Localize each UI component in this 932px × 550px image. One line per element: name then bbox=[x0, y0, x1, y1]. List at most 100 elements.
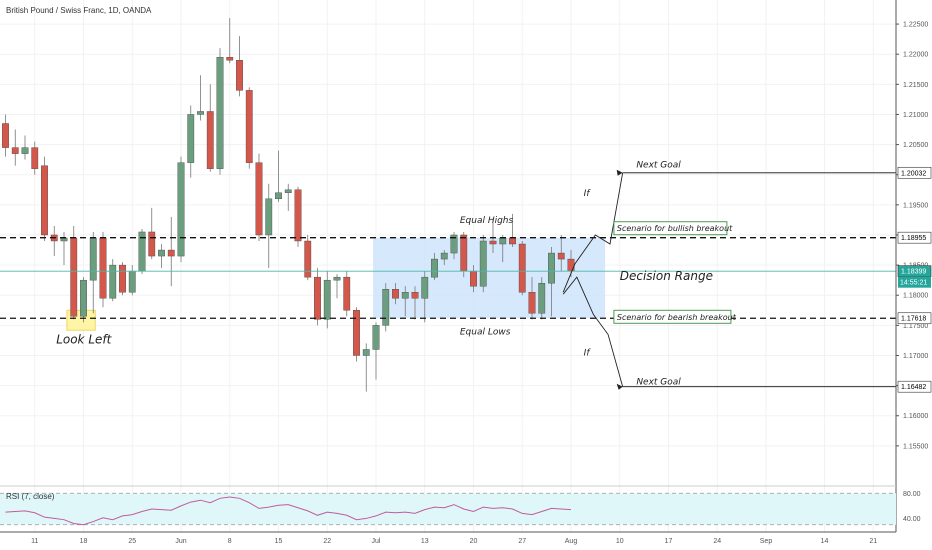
candle-body bbox=[557, 252, 565, 260]
target-up-tag bbox=[897, 166, 932, 179]
range-bottom-tag-label: 1.17618 bbox=[901, 316, 926, 323]
candle-body bbox=[411, 292, 419, 299]
target-down-tag-label: 1.16482 bbox=[901, 384, 926, 391]
candle-body bbox=[362, 349, 370, 356]
time-tick-label: 27 bbox=[518, 538, 526, 545]
candle-body bbox=[128, 270, 136, 293]
countdown-tag bbox=[898, 276, 931, 288]
candle-body bbox=[236, 60, 243, 91]
candle-body bbox=[11, 147, 19, 154]
time-axis[interactable]: 11 18 25 Jun 8 15 22 Jul 13 20 27 Aug 10 17 24 Sep 14 21 bbox=[0, 531, 896, 545]
target-up-tag-label: 1.20032 bbox=[901, 170, 926, 177]
decision-range-label: Decision Range bbox=[620, 269, 713, 283]
candle-body bbox=[275, 192, 282, 200]
candle-body bbox=[382, 289, 390, 326]
candle-body bbox=[294, 189, 302, 242]
candle-body bbox=[187, 114, 195, 163]
range-top-tag bbox=[897, 231, 932, 244]
candle-body bbox=[197, 111, 204, 115]
candle-body bbox=[99, 237, 107, 299]
time-tick-label: 17 bbox=[665, 538, 673, 545]
candle-body bbox=[538, 282, 546, 314]
rsi-pane: 80.00 40.00 bbox=[0, 485, 921, 526]
candle-body bbox=[518, 243, 526, 293]
price-tick-label: 1.22500 bbox=[903, 22, 928, 29]
price-tick-label: 1.20500 bbox=[903, 142, 928, 149]
candle-body bbox=[421, 276, 429, 299]
candle-body bbox=[21, 147, 29, 154]
look-left-label: Look Left bbox=[56, 332, 112, 346]
equal-highs-label: Equal Highs bbox=[460, 216, 514, 226]
candle-body bbox=[489, 240, 497, 245]
bullish-arrow-head bbox=[616, 169, 623, 176]
candle-body bbox=[89, 237, 97, 281]
candle-body bbox=[323, 279, 331, 320]
candle-body bbox=[499, 237, 507, 245]
candle-body bbox=[528, 292, 536, 314]
candle-body bbox=[284, 189, 292, 193]
price-tick-label: 1.21500 bbox=[903, 82, 928, 89]
candle-body bbox=[314, 276, 321, 320]
candle-body bbox=[431, 258, 438, 278]
time-tick-label: 25 bbox=[128, 538, 136, 545]
price-tick-label: 1.17500 bbox=[903, 323, 928, 330]
bullish-scenario-label: Scenario for bullish breakout bbox=[617, 224, 733, 233]
candle-body bbox=[70, 237, 78, 317]
time-tick-label: Aug bbox=[565, 538, 578, 545]
time-tick-label: 10 bbox=[616, 538, 624, 545]
candle-body bbox=[167, 249, 175, 257]
candle-body bbox=[509, 237, 516, 245]
price-tick-label: 1.16000 bbox=[903, 413, 928, 420]
candle-body bbox=[245, 90, 253, 163]
price-tick-label: 1.15500 bbox=[903, 443, 928, 450]
time-tick-label: Jul bbox=[372, 538, 381, 545]
rsi-band bbox=[0, 493, 896, 525]
decision-range-box bbox=[373, 237, 606, 319]
next-goal-down-label: Next Goal bbox=[636, 377, 681, 387]
time-tick-label: Sep bbox=[760, 538, 773, 545]
time-tick-label: 8 bbox=[228, 538, 232, 545]
time-tick-label: 18 bbox=[80, 538, 88, 545]
candle-body bbox=[333, 276, 341, 281]
bearish-scenario-box bbox=[613, 309, 732, 324]
candle-body bbox=[304, 240, 312, 278]
candle-body bbox=[440, 252, 448, 260]
candle-body bbox=[158, 249, 165, 257]
candle-body bbox=[216, 57, 224, 169]
candle-body bbox=[226, 57, 234, 61]
rsi-line bbox=[5, 496, 572, 526]
time-tick-label: 11 bbox=[31, 538, 38, 545]
candle-body bbox=[401, 292, 409, 299]
candle-body bbox=[460, 234, 468, 272]
if-down-label: If bbox=[584, 348, 592, 358]
range-top-tag-label: 1.18955 bbox=[901, 235, 926, 242]
level-lines bbox=[0, 172, 896, 388]
price-axis[interactable]: 1.22500 1.22000 1.21500 1.21000 1.20500 1.200… bbox=[895, 0, 932, 532]
candle-body bbox=[265, 198, 273, 236]
price-tick-label: 1.19500 bbox=[903, 202, 928, 209]
candle-body bbox=[119, 264, 126, 293]
candle-body bbox=[450, 234, 458, 254]
bearish-scenario-path bbox=[562, 276, 624, 387]
candle-body bbox=[109, 264, 117, 299]
candle-body bbox=[255, 162, 263, 236]
candle-body bbox=[372, 325, 380, 350]
chart-title: British Pound / Swiss Franc, 1D, OANDA bbox=[6, 6, 152, 15]
candle-body bbox=[548, 252, 555, 284]
candle-body bbox=[343, 276, 351, 311]
range-bottom-tag bbox=[897, 312, 932, 325]
price-tick-label: 1.18000 bbox=[903, 293, 928, 300]
equal-lows-label: Equal Lows bbox=[460, 327, 511, 337]
candle-body bbox=[479, 240, 487, 287]
candle-body bbox=[31, 147, 39, 169]
bearish-arrow-head bbox=[616, 383, 623, 390]
time-tick-label: Jun bbox=[175, 538, 186, 545]
annotations: Equal Highs Equal Lows Decision Range Look … bbox=[56, 160, 737, 390]
price-tick-label: 1.17000 bbox=[903, 353, 928, 360]
rsi-tick-label: 40.00 bbox=[903, 516, 921, 523]
rsi-tick-label: 80.00 bbox=[903, 491, 921, 498]
bearish-scenario-label: Scenario for bearish breakout bbox=[617, 313, 737, 322]
candle-body bbox=[206, 111, 214, 169]
